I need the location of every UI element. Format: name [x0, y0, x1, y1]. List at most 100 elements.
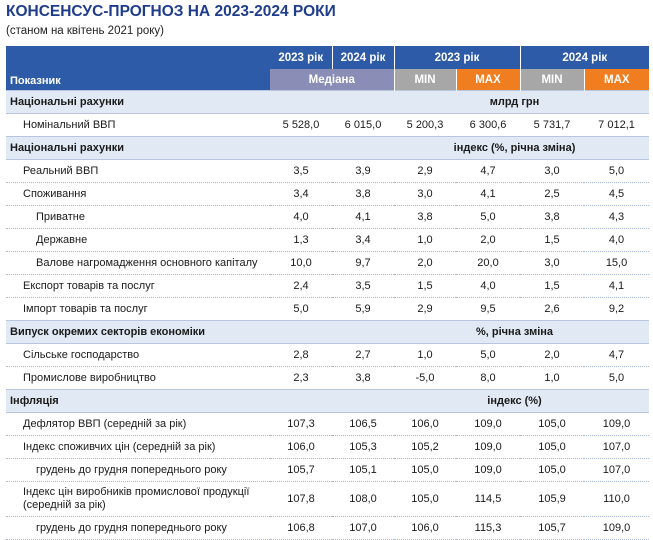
section-title: Випуск окремих секторів економіки — [6, 320, 270, 344]
max-2023-header: MAX — [456, 69, 521, 91]
max-2023-value: 109,0 — [456, 435, 521, 459]
row-label: Номінальний ВВП — [6, 113, 270, 137]
table-row: Промислове виробництво 2,3 3,8 -5,0 8,0 1,0 5,… — [6, 366, 650, 390]
median-2024-value: 5,9 — [332, 297, 394, 321]
max-2023-value: 109,0 — [456, 458, 521, 482]
min-2023-value: 2,9 — [394, 159, 456, 183]
median-2023-value: 2,3 — [270, 366, 332, 390]
row-label: Споживання — [6, 182, 270, 206]
min-2024-value: 105,0 — [520, 458, 585, 482]
row-label: Державне — [6, 228, 270, 252]
section-unit: %, річна зміна — [270, 320, 650, 344]
min-2024-value: 3,8 — [520, 205, 585, 229]
row-label: Дефлятор ВВП (середній за рік) — [6, 412, 270, 436]
max-2024-header: MAX — [584, 69, 650, 91]
median-2023-value: 106,8 — [270, 516, 332, 540]
min-2024-value: 105,7 — [520, 516, 585, 540]
row-label: Індекс цін виробників промислової продук… — [6, 481, 270, 517]
max-2024-value: 110,0 — [584, 481, 650, 517]
max-2024-value: 5,0 — [584, 159, 650, 183]
row-label: Валове нагромадження основного капіталу — [6, 251, 270, 275]
forecast-page: КОНСЕНСУС-ПРОГНОЗ НА 2023-2024 РОКИ (ста… — [6, 3, 650, 540]
row-label: Індекс споживчих цін (середній за рік) — [6, 435, 270, 459]
min-2024-value: 2,5 — [520, 182, 585, 206]
median-2024-header: 2024 рік — [332, 46, 395, 69]
min-2023-value: 3,8 — [394, 205, 456, 229]
section-unit: індекс (%, річна зміна) — [270, 136, 650, 160]
section-unit: млрд грн — [270, 90, 650, 114]
min-2024-value: 3,0 — [520, 251, 585, 275]
section-header: Випуск окремих секторів економіки%, річн… — [6, 320, 650, 344]
max-2024-value: 109,0 — [584, 412, 650, 436]
min-2023-value: 1,5 — [394, 274, 456, 298]
median-2023-value: 5,0 — [270, 297, 332, 321]
min-2023-value: -5,0 — [394, 366, 456, 390]
min-2023-value: 1,0 — [394, 343, 456, 367]
median-2024-value: 2,7 — [332, 343, 394, 367]
median-2023-value: 107,8 — [270, 481, 332, 517]
table-row: грудень до грудня попереднього року 105,7… — [6, 458, 650, 482]
max-2023-value: 2,0 — [456, 228, 521, 252]
median-2024-value: 3,5 — [332, 274, 394, 298]
min-2023-value: 1,0 — [394, 228, 456, 252]
min-2024-value: 1,0 — [520, 366, 585, 390]
row-label: Приватне — [6, 205, 270, 229]
min-2023-value: 106,0 — [394, 412, 456, 436]
min-2024-value: 105,0 — [520, 435, 585, 459]
median-2024-value: 4,1 — [332, 205, 394, 229]
table-row: Реальний ВВП 3,5 3,9 2,9 4,7 3,0 5,0 — [6, 159, 650, 183]
section-unit: індекс (%) — [270, 389, 650, 413]
table-row: Індекс цін виробників промислової продук… — [6, 481, 650, 517]
table-row: Номінальний ВВП 5 528,0 6 015,0 5 200,3 6 30… — [6, 113, 650, 137]
median-2023-value: 3,4 — [270, 182, 332, 206]
min-2023-value: 105,0 — [394, 481, 456, 517]
median-2024-value: 106,5 — [332, 412, 394, 436]
median-2024-value: 105,3 — [332, 435, 394, 459]
table-row: Державне 1,3 3,4 1,0 2,0 1,5 4,0 — [6, 228, 650, 252]
max-2024-value: 107,0 — [584, 458, 650, 482]
row-label: Експорт товарів та послуг — [6, 274, 270, 298]
range-2024-header: 2024 рік — [520, 46, 650, 69]
median-2024-value: 3,4 — [332, 228, 394, 252]
median-2024-value: 3,8 — [332, 182, 394, 206]
min-2024-value: 3,0 — [520, 159, 585, 183]
max-2024-value: 109,0 — [584, 516, 650, 540]
median-2024-value: 3,9 — [332, 159, 394, 183]
row-label: Імпорт товарів та послуг — [6, 297, 270, 321]
table-row: Споживання 3,4 3,8 3,0 4,1 2,5 4,5 — [6, 182, 650, 206]
page-subtitle: (станом на квітень 2021 року) — [6, 25, 164, 37]
median-2023-value: 2,4 — [270, 274, 332, 298]
table-row: Дефлятор ВВП (середній за рік) 107,3 106,5… — [6, 412, 650, 436]
max-2023-value: 6 300,6 — [456, 113, 521, 137]
median-2023-header: 2023 рік — [270, 46, 333, 69]
min-2023-value: 2,0 — [394, 251, 456, 275]
max-2023-value: 4,1 — [456, 182, 521, 206]
max-2023-value: 115,3 — [456, 516, 521, 540]
median-2024-value: 3,8 — [332, 366, 394, 390]
median-2024-value: 105,1 — [332, 458, 394, 482]
max-2024-value: 15,0 — [584, 251, 650, 275]
max-2023-value: 5,0 — [456, 205, 521, 229]
max-2023-value: 9,5 — [456, 297, 521, 321]
min-2024-value: 1,5 — [520, 274, 585, 298]
table-row: Валове нагромадження основного капіталу 1… — [6, 251, 650, 275]
table-row: грудень до грудня попереднього року 106,8… — [6, 516, 650, 540]
header-row-years: Показник 2023 рік 2024 рік 2023 рік 2024… — [6, 46, 650, 91]
page-title: КОНСЕНСУС-ПРОГНОЗ НА 2023-2024 РОКИ — [6, 3, 336, 20]
max-2023-value: 4,0 — [456, 274, 521, 298]
section-title: Національні рахунки — [6, 90, 270, 114]
median-2023-value: 4,0 — [270, 205, 332, 229]
max-2024-value: 4,0 — [584, 228, 650, 252]
section-title: Національні рахунки — [6, 136, 270, 160]
section-title: Інфляція — [6, 389, 270, 413]
table-row: Сільське господарство 2,8 2,7 1,0 5,0 2,0 4,7 — [6, 343, 650, 367]
range-2023-header: 2023 рік — [394, 46, 521, 69]
row-label: Реальний ВВП — [6, 159, 270, 183]
median-2024-value: 6 015,0 — [332, 113, 394, 137]
section-header: Національні рахунки млрд грн — [6, 90, 650, 114]
forecast-table: Показник 2023 рік 2024 рік 2023 рік 2024… — [6, 46, 650, 540]
min-2023-value: 3,0 — [394, 182, 456, 206]
median-2023-value: 1,3 — [270, 228, 332, 252]
median-2023-value: 107,3 — [270, 412, 332, 436]
max-2024-value: 107,0 — [584, 435, 650, 459]
